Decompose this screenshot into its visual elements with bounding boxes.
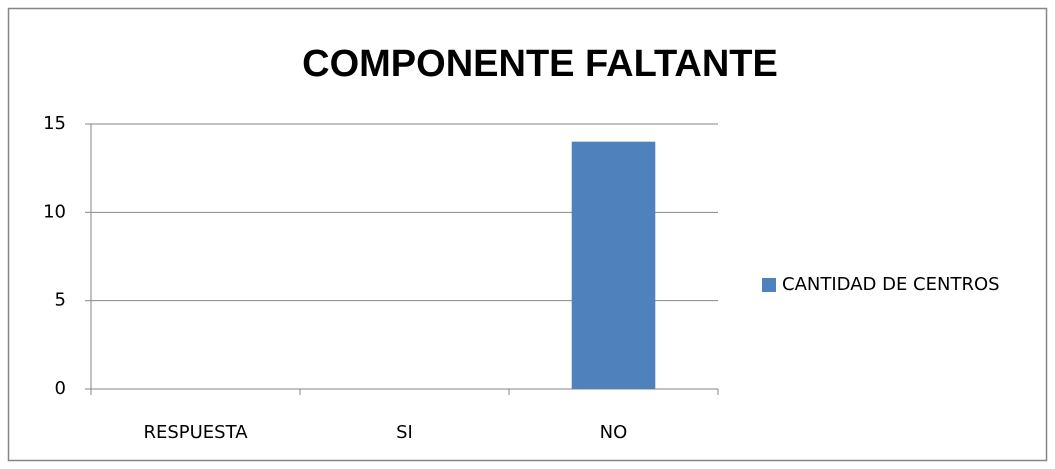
bar: [571, 141, 656, 389]
y-tick-label: 15: [43, 113, 66, 134]
y-tick-label: 5: [55, 290, 66, 311]
chart-border: [7, 7, 1048, 462]
legend-swatch: [762, 278, 776, 292]
legend-label: CANTIDAD DE CENTROS: [782, 274, 1000, 295]
x-tick-label: NO: [600, 422, 628, 443]
y-tick-label: 10: [43, 201, 66, 222]
chart-title: COMPONENTE FALTANTE: [302, 43, 778, 85]
y-tick-label: 0: [55, 378, 66, 399]
x-tick-label: SI: [396, 422, 413, 443]
x-tick-label: RESPUESTA: [143, 422, 248, 443]
